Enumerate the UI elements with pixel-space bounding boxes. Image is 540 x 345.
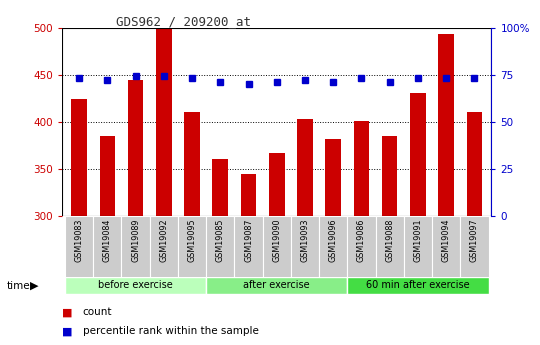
Text: GSM19092: GSM19092 — [159, 219, 168, 262]
Text: time: time — [6, 281, 30, 290]
Bar — [297, 119, 313, 216]
Text: ▶: ▶ — [30, 281, 39, 290]
Bar — [156, 28, 172, 216]
Bar — [467, 112, 482, 216]
Bar — [291, 216, 319, 278]
Text: ■: ■ — [62, 326, 72, 336]
Bar — [234, 216, 262, 278]
Bar — [122, 216, 150, 278]
Bar — [404, 216, 432, 278]
Bar — [65, 277, 206, 294]
Text: GSM19085: GSM19085 — [216, 219, 225, 262]
Bar — [178, 216, 206, 278]
Bar — [326, 139, 341, 216]
Text: GSM19095: GSM19095 — [187, 219, 197, 262]
Text: ■: ■ — [62, 307, 72, 317]
Text: before exercise: before exercise — [98, 280, 173, 290]
Bar — [184, 112, 200, 216]
Text: after exercise: after exercise — [244, 280, 310, 290]
Text: 60 min after exercise: 60 min after exercise — [366, 280, 470, 290]
Bar — [410, 93, 426, 216]
Bar — [438, 34, 454, 216]
Bar — [99, 136, 115, 216]
Bar — [206, 216, 234, 278]
Bar — [241, 174, 256, 216]
Text: GSM19084: GSM19084 — [103, 219, 112, 262]
Text: GSM19097: GSM19097 — [470, 219, 479, 262]
Text: GSM19089: GSM19089 — [131, 219, 140, 262]
Bar — [347, 216, 376, 278]
Bar — [354, 121, 369, 216]
Bar — [206, 277, 347, 294]
Bar — [71, 99, 87, 216]
Text: GSM19086: GSM19086 — [357, 219, 366, 262]
Bar — [319, 216, 347, 278]
Bar — [382, 136, 397, 216]
Text: count: count — [83, 307, 112, 317]
Bar — [460, 216, 489, 278]
Text: GSM19096: GSM19096 — [329, 219, 338, 262]
Bar — [262, 216, 291, 278]
Bar — [432, 216, 460, 278]
Text: GSM19094: GSM19094 — [442, 219, 451, 262]
Bar — [269, 152, 285, 216]
Bar — [213, 159, 228, 216]
Text: GSM19083: GSM19083 — [75, 219, 84, 262]
Bar — [93, 216, 122, 278]
Bar — [150, 216, 178, 278]
Text: GSM19088: GSM19088 — [385, 219, 394, 262]
Text: GDS962 / 209200_at: GDS962 / 209200_at — [116, 16, 251, 29]
Text: percentile rank within the sample: percentile rank within the sample — [83, 326, 259, 336]
Bar — [347, 277, 489, 294]
Bar — [128, 80, 143, 216]
Bar — [65, 216, 93, 278]
Bar — [376, 216, 404, 278]
Text: GSM19090: GSM19090 — [272, 219, 281, 262]
Text: GSM19087: GSM19087 — [244, 219, 253, 262]
Text: GSM19091: GSM19091 — [414, 219, 422, 262]
Text: GSM19093: GSM19093 — [300, 219, 309, 262]
